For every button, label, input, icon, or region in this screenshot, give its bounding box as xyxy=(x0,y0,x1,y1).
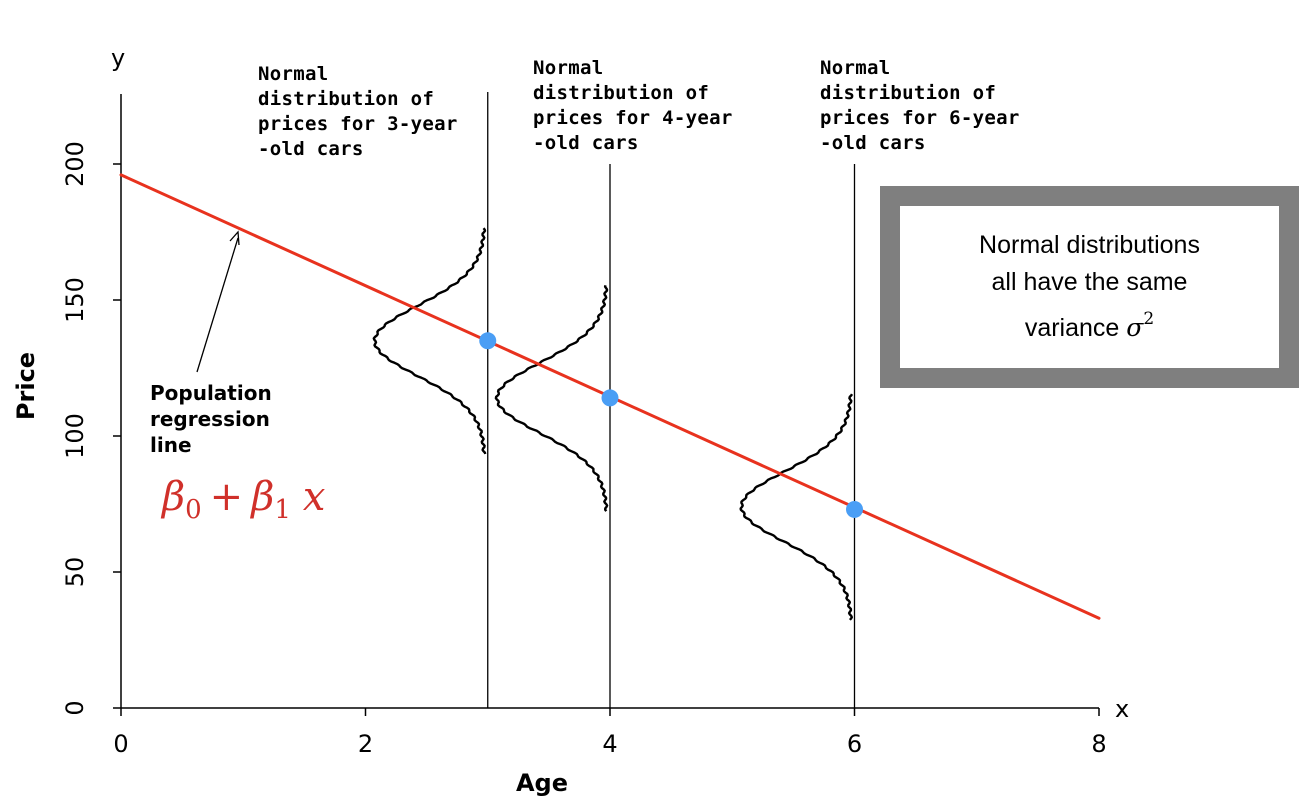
beta0-symbol: β xyxy=(162,474,186,520)
normal-curve xyxy=(739,393,854,621)
y-tick-label: 100 xyxy=(61,413,89,459)
mean-point xyxy=(479,332,497,350)
variance-note-line-2: all have the same xyxy=(991,268,1188,296)
annotation-arrowhead xyxy=(229,230,240,246)
x-tick-label: 0 xyxy=(113,730,128,758)
variance-note-text: Normal distributions all have the same v… xyxy=(979,227,1200,347)
variance-note-line-3: variance σ2 xyxy=(979,301,1200,347)
x-tick-label: 4 xyxy=(602,730,617,758)
x-tick-label: 2 xyxy=(358,730,373,758)
y-tick-label: 0 xyxy=(61,700,89,715)
x-tick-label: 6 xyxy=(847,730,862,758)
beta1-subscript: 1 xyxy=(274,495,291,525)
mean-point xyxy=(601,389,619,407)
y-tick-label: 50 xyxy=(61,557,89,588)
regression-formula: β0 + β1 x xyxy=(162,474,325,525)
variance-note-line-1: Normal distributions xyxy=(979,231,1200,259)
normal-curve xyxy=(372,227,487,455)
sigma-symbol: σ xyxy=(1126,313,1144,342)
x-axis-symbol: x xyxy=(1115,695,1129,723)
variance-note-box: Normal distributions all have the same v… xyxy=(880,186,1299,388)
annotation-4-year: Normal distribution of prices for 4-year… xyxy=(533,57,733,154)
beta1-symbol: β xyxy=(251,474,275,520)
sigma-exponent: 2 xyxy=(1143,309,1155,329)
variance-word: variance xyxy=(1024,314,1127,342)
annotation-6-year: Normal distribution of prices for 6-year… xyxy=(820,57,1020,154)
x-variable: x xyxy=(302,474,326,520)
population-regression-label: Population regression line xyxy=(150,381,272,457)
y-tick-label: 150 xyxy=(61,277,89,323)
annotation-arrow xyxy=(196,237,239,373)
mean-point xyxy=(846,500,863,518)
x-tick-label: 8 xyxy=(1091,730,1106,758)
normal-curve xyxy=(494,284,609,512)
beta0-subscript: 0 xyxy=(185,495,202,525)
y-axis-title: Price xyxy=(12,352,40,420)
y-axis-symbol: y xyxy=(111,44,125,72)
plus-operator: + xyxy=(209,474,244,520)
annotation-3-year: Normal distribution of prices for 3-year… xyxy=(258,63,458,160)
y-tick-label: 200 xyxy=(61,141,89,187)
x-axis-title: Age xyxy=(516,769,568,797)
